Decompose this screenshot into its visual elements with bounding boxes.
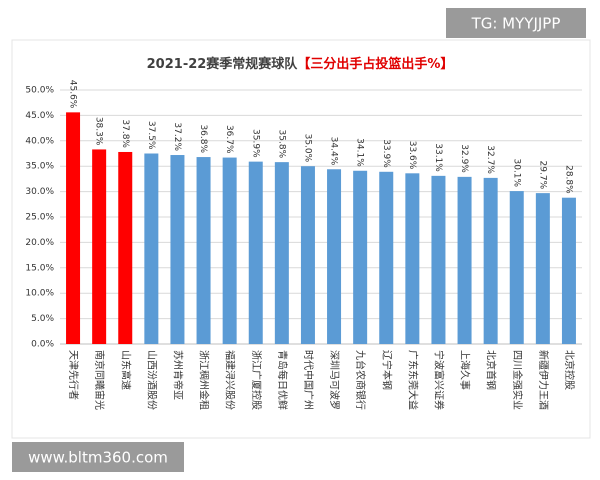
value-label: 34.4% bbox=[329, 137, 339, 166]
bar bbox=[353, 170, 368, 344]
y-tick-label: 25.0% bbox=[25, 213, 54, 223]
bar bbox=[92, 149, 107, 344]
value-label: 33.6% bbox=[407, 141, 417, 170]
y-tick-label: 20.0% bbox=[25, 238, 54, 248]
x-tick-label: 山东高速 bbox=[119, 350, 132, 390]
y-tick-label: 50.0% bbox=[25, 86, 54, 96]
x-tick-label: 深圳马可波罗 bbox=[328, 350, 341, 410]
x-tick-label: 新疆伊力王酒 bbox=[537, 350, 550, 410]
value-label: 37.2% bbox=[172, 122, 182, 151]
y-tick-label: 30.0% bbox=[25, 187, 54, 197]
bar bbox=[561, 197, 576, 344]
bar bbox=[483, 177, 498, 344]
y-tick-label: 40.0% bbox=[25, 136, 54, 146]
x-tick-label: 四川金强实业 bbox=[511, 350, 524, 410]
value-label: 37.5% bbox=[146, 121, 156, 150]
x-tick-label: 苏州肯帝亚 bbox=[171, 350, 184, 400]
watermark: TG: MYYJJPP bbox=[471, 15, 561, 33]
x-tick-label: 上海久事 bbox=[459, 350, 472, 390]
value-label: 35.8% bbox=[276, 130, 286, 159]
title-main: 2021-22赛季常规赛球队 bbox=[147, 56, 299, 72]
x-tick-label: 九台农商银行 bbox=[354, 350, 367, 410]
bar bbox=[457, 176, 472, 344]
bar bbox=[274, 162, 289, 344]
x-tick-label: 北京控股 bbox=[563, 350, 576, 390]
watermark-box bbox=[446, 8, 586, 38]
value-label: 33.9% bbox=[381, 139, 391, 168]
value-label: 29.7% bbox=[537, 161, 547, 190]
x-tick-label: 福建浔兴股份 bbox=[224, 350, 237, 410]
value-label: 28.8% bbox=[563, 165, 573, 194]
bar bbox=[431, 175, 446, 344]
x-tick-label: 青岛每日优鲜 bbox=[276, 350, 289, 410]
bar bbox=[144, 153, 159, 344]
value-label: 45.6% bbox=[68, 80, 78, 109]
bar bbox=[379, 171, 394, 344]
bar bbox=[300, 166, 315, 344]
bar bbox=[535, 193, 550, 344]
x-tick-label: 广东东莞大益 bbox=[406, 350, 419, 410]
value-label: 36.7% bbox=[224, 125, 234, 154]
x-tick-label: 浙江稠州金租 bbox=[198, 350, 211, 410]
value-label: 35.9% bbox=[250, 129, 260, 158]
value-label: 32.9% bbox=[459, 144, 469, 173]
value-label: 34.1% bbox=[355, 138, 365, 167]
y-tick-label: 5.0% bbox=[31, 314, 54, 324]
y-tick-label: 10.0% bbox=[25, 289, 54, 299]
x-tick-label: 宁波富兴证券 bbox=[432, 350, 445, 410]
bar bbox=[222, 157, 237, 344]
value-label: 33.1% bbox=[433, 143, 443, 172]
bar bbox=[170, 155, 185, 344]
x-tick-label: 辽宁本钢 bbox=[380, 350, 393, 390]
x-tick-label: 山西汾酒股份 bbox=[145, 350, 157, 410]
bar bbox=[196, 157, 211, 344]
value-label: 32.7% bbox=[485, 145, 495, 174]
value-label: 35.0% bbox=[302, 134, 312, 163]
y-tick-label: 45.0% bbox=[25, 111, 54, 121]
watermark-box bbox=[12, 442, 184, 472]
x-tick-label: 浙江广厦控股 bbox=[250, 350, 263, 410]
bar bbox=[248, 161, 263, 344]
value-label: 37.8% bbox=[120, 119, 130, 148]
x-tick-label: 时代中国广州 bbox=[302, 350, 315, 410]
bar bbox=[509, 191, 524, 344]
chart-title: 2021-22赛季常规赛球队【三分出手占投篮出手%】 bbox=[147, 56, 454, 72]
bar bbox=[66, 112, 81, 345]
x-tick-label: 天津先行者 bbox=[67, 350, 80, 400]
y-tick-label: 0.0% bbox=[31, 340, 54, 350]
value-label: 30.1% bbox=[511, 158, 521, 187]
bar bbox=[118, 151, 133, 344]
watermark: www.bltm360.com bbox=[28, 449, 168, 467]
bar bbox=[405, 173, 420, 344]
title-highlight: 【三分出手占投篮出手%】 bbox=[297, 56, 453, 72]
y-tick-label: 15.0% bbox=[25, 263, 54, 273]
value-label: 38.3% bbox=[94, 117, 104, 146]
value-label: 36.8% bbox=[198, 124, 208, 153]
y-tick-label: 35.0% bbox=[25, 162, 54, 172]
x-tick-label: 南京同曦宙光 bbox=[93, 350, 106, 410]
bar bbox=[327, 169, 342, 344]
x-tick-label: 北京首钢 bbox=[485, 350, 498, 390]
